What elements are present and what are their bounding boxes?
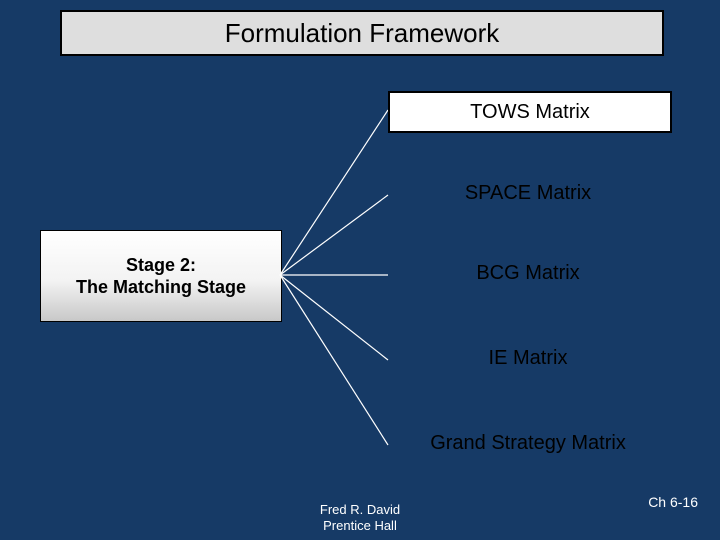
title-text: Formulation Framework <box>225 18 500 49</box>
footer-chapter: Ch 6-16 <box>648 494 698 510</box>
matrix-item-box: TOWS Matrix <box>388 91 672 133</box>
matrix-item-label: IE Matrix <box>388 347 668 370</box>
title-bar: Formulation Framework <box>60 10 664 56</box>
matrix-item-label: SPACE Matrix <box>388 182 668 205</box>
stage-box: Stage 2: The Matching Stage <box>40 230 282 322</box>
matrix-item-label: Grand Strategy Matrix <box>388 432 668 455</box>
stage-label: Stage 2: The Matching Stage <box>76 254 246 299</box>
matrix-item-label: BCG Matrix <box>388 262 668 285</box>
matrix-item-label: TOWS Matrix <box>470 101 590 124</box>
footer-author: Fred R. David Prentice Hall <box>0 502 720 535</box>
